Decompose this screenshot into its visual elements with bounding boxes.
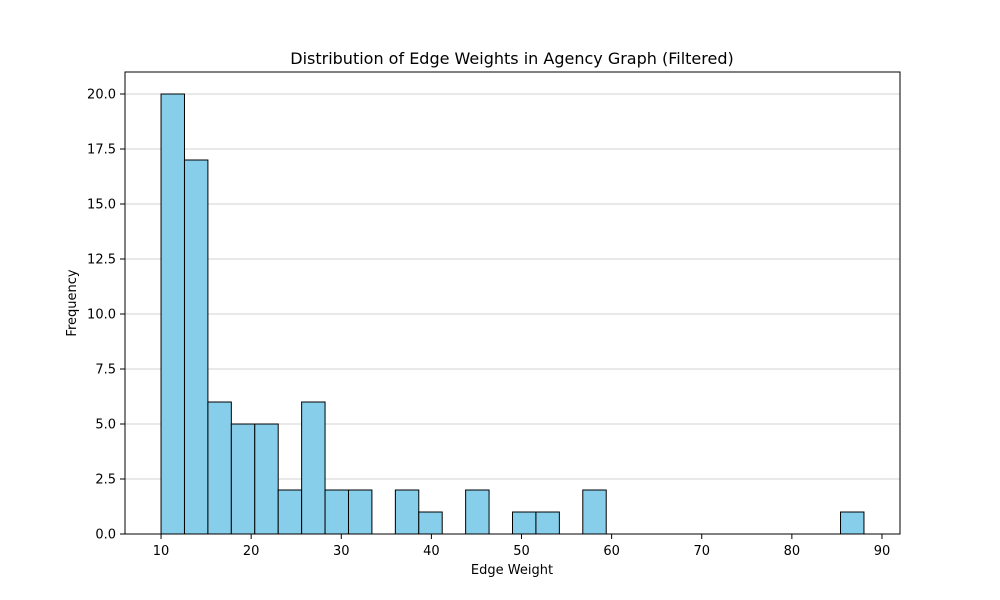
y-tick-label: 7.5: [95, 363, 116, 378]
x-tick-label: 20: [243, 544, 260, 559]
histogram-bar: [535, 511, 560, 535]
x-tick-label: 70: [693, 544, 710, 559]
x-tick-label: 40: [423, 544, 440, 559]
x-tick-label: 90: [874, 544, 891, 559]
histogram-bar: [207, 401, 232, 535]
x-tick-label: 50: [513, 544, 530, 559]
y-tick-label: 15.0: [87, 198, 116, 213]
histogram-bar: [465, 489, 490, 535]
x-tick-label: 30: [333, 544, 350, 559]
y-tick-label: 12.5: [87, 253, 116, 268]
histogram-bar: [160, 93, 185, 535]
histogram-bar: [183, 159, 209, 535]
y-axis-ticks: 0.0 2.5 5.0 7.5 10.0 12.5 15.0 17.5 20.0: [87, 88, 125, 543]
y-tick-label: 10.0: [87, 308, 116, 323]
x-tick-label: 10: [153, 544, 170, 559]
histogram-bar: [394, 489, 420, 535]
histogram-bar: [512, 511, 537, 535]
y-tick-label: 5.0: [95, 418, 116, 433]
histogram-bar: [347, 489, 373, 535]
plot-frame: [124, 71, 901, 535]
x-tick-label: 80: [784, 544, 801, 559]
histogram-bar: [277, 489, 303, 535]
histogram-bar: [254, 423, 279, 535]
x-axis-ticks: 10 20 30 40 50 60 70 80 90: [153, 534, 890, 559]
histogram-bar: [582, 489, 607, 535]
y-tick-label: 2.5: [95, 473, 116, 488]
histogram-bar: [324, 489, 349, 535]
histogram-bar: [230, 423, 256, 535]
y-tick-label: 20.0: [87, 88, 116, 103]
x-tick-label: 60: [603, 544, 620, 559]
y-tick-label: 17.5: [87, 143, 116, 158]
y-axis-label: Frequency: [65, 269, 80, 336]
histogram-bar: [418, 511, 443, 535]
histogram-bar: [840, 511, 865, 535]
y-tick-label: 0.0: [95, 528, 116, 543]
chart-title: Distribution of Edge Weights in Agency G…: [290, 49, 733, 68]
x-axis-label: Edge Weight: [471, 563, 553, 578]
histogram-bar: [301, 401, 326, 535]
grid-lines: [125, 93, 900, 480]
